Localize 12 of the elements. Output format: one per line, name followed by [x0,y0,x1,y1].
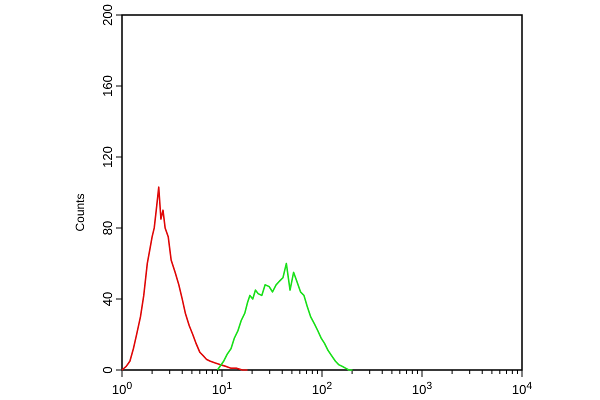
y-axis-title: Counts [73,193,87,232]
x-tick-label: 10$^{1}$ [212,380,232,397]
x-tick-label: 10$^{3}$ [412,380,432,397]
x-tick-label: 10$^{2}$ [312,380,332,397]
y-tick-label: 120 [100,146,115,168]
x-tick-label: 10$^{0}$ [112,380,132,397]
y-tick-label: 200 [100,4,115,26]
x-tick-label: 10$^{4}$ [512,380,532,397]
y-tick-label: 40 [100,292,115,306]
y-tick-label: 0 [100,366,115,374]
y-tick-label: 160 [100,75,115,97]
y-tick-label: 80 [100,220,115,236]
